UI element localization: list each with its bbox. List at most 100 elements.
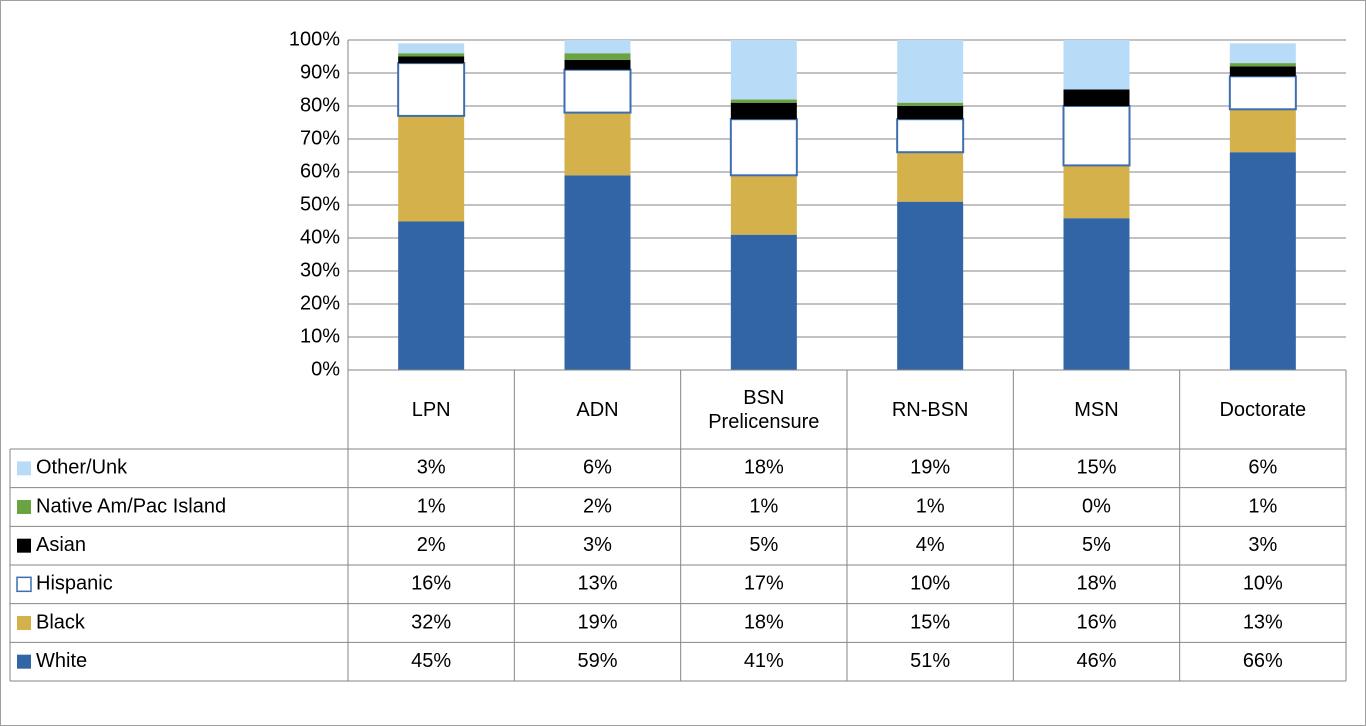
table-value: 32% <box>411 611 451 633</box>
legend-key <box>17 616 31 630</box>
legend-key <box>17 538 31 553</box>
category-cell: RN-BSN <box>847 370 1013 449</box>
table-value: 4% <box>916 534 945 556</box>
table-value: 45% <box>411 650 451 672</box>
legend-label: Hispanic <box>36 573 113 595</box>
table-value: 6% <box>1248 457 1277 479</box>
x-tick-label: LPN <box>411 398 451 421</box>
table-value: 5% <box>749 534 778 556</box>
table-value: 1% <box>916 495 945 517</box>
x-tick-label: BSN Prelicensure <box>708 386 820 433</box>
bar-segment <box>1063 89 1130 106</box>
bar-segment <box>730 40 797 100</box>
bar-segment <box>398 115 465 222</box>
bar-segment <box>730 234 797 370</box>
legend-key <box>17 500 31 514</box>
x-tick-label: RN-BSN <box>891 398 969 421</box>
plot-area <box>397 40 1297 370</box>
bar-segment <box>897 106 964 120</box>
bar-segment <box>1228 75 1297 111</box>
category-wrap: RN-BSN <box>847 370 1013 449</box>
bar-segment <box>398 53 465 57</box>
bar-segment <box>1229 109 1296 153</box>
bar-segment <box>564 53 631 60</box>
legend-key <box>17 461 31 476</box>
table-value: 2% <box>583 495 612 517</box>
bar-segment <box>1229 63 1296 67</box>
y-tick-label: 70% <box>300 127 340 149</box>
y-tick-label: 60% <box>300 160 340 182</box>
bar-segment <box>564 175 631 370</box>
table-value: 3% <box>417 457 446 479</box>
bar-segment <box>729 118 798 177</box>
category-cell: LPN <box>348 370 514 449</box>
table-value: 3% <box>1248 534 1277 556</box>
table-value: 1% <box>1248 495 1277 517</box>
table-value: 59% <box>577 650 617 672</box>
table-value: 2% <box>417 534 446 556</box>
table-value: 18% <box>1076 573 1116 595</box>
table-value: 13% <box>577 573 617 595</box>
category-wrap: BSN Prelicensure <box>681 370 847 449</box>
bar-segment <box>897 152 964 202</box>
table-value: 19% <box>577 611 617 633</box>
table-value: 16% <box>1076 611 1116 633</box>
table-value: 66% <box>1243 650 1283 672</box>
category-cell: MSN <box>1013 370 1179 449</box>
legend-label: Other/Unk <box>36 457 128 479</box>
category-wrap: ADN <box>514 370 680 449</box>
table-value: 10% <box>910 573 950 595</box>
bar-segment <box>896 118 965 154</box>
y-tick-label: 90% <box>300 61 340 83</box>
x-tick-label: MSN <box>1074 398 1119 421</box>
bar-segment <box>563 68 632 114</box>
table-value: 1% <box>417 495 446 517</box>
table-value: 18% <box>744 611 784 633</box>
bar-segment <box>1229 152 1296 370</box>
table-value: 10% <box>1243 573 1283 595</box>
table-value: 6% <box>583 457 612 479</box>
category-cell: ADN <box>514 370 680 449</box>
bar-segment <box>1229 43 1296 64</box>
bar-segment <box>897 40 964 103</box>
category-wrap: Doctorate <box>1180 370 1346 449</box>
y-tick-label: 0% <box>311 358 340 380</box>
y-tick-label: 30% <box>300 259 340 281</box>
bar-segment <box>1062 105 1131 167</box>
x-tick-label: ADN <box>576 398 619 421</box>
table-value: 15% <box>910 611 950 633</box>
table-value: 17% <box>744 573 784 595</box>
table-value: 15% <box>1076 457 1116 479</box>
y-tick-label: 100% <box>289 28 340 50</box>
legend-label: White <box>36 650 87 672</box>
legend-label: Asian <box>36 534 86 556</box>
bar-segment <box>398 56 465 64</box>
bar-segment <box>564 112 631 176</box>
legend-key <box>16 576 32 593</box>
legend-label: Black <box>36 611 86 633</box>
table-value: 51% <box>910 650 950 672</box>
y-tick-label: 50% <box>300 193 340 215</box>
bar-segment <box>1063 165 1130 219</box>
bar-segment <box>1063 218 1130 370</box>
bar-segment <box>398 221 465 370</box>
bar-segment <box>1063 40 1130 90</box>
bar-segment <box>397 62 466 117</box>
table-value: 3% <box>583 534 612 556</box>
legend-label: Native Am/Pac Island <box>36 495 226 517</box>
category-cell: Doctorate <box>1180 370 1346 449</box>
bar-segment <box>730 102 797 120</box>
table-value: 5% <box>1082 534 1111 556</box>
bar-segment <box>897 201 964 370</box>
table-value: 13% <box>1243 611 1283 633</box>
table-value: 41% <box>744 650 784 672</box>
y-tick-label: 10% <box>300 325 340 347</box>
y-tick-label: 80% <box>300 94 340 116</box>
bar-segment <box>897 102 964 106</box>
bar-segment <box>730 175 797 235</box>
category-wrap: MSN <box>1013 370 1179 449</box>
category-wrap: LPN <box>348 370 514 449</box>
